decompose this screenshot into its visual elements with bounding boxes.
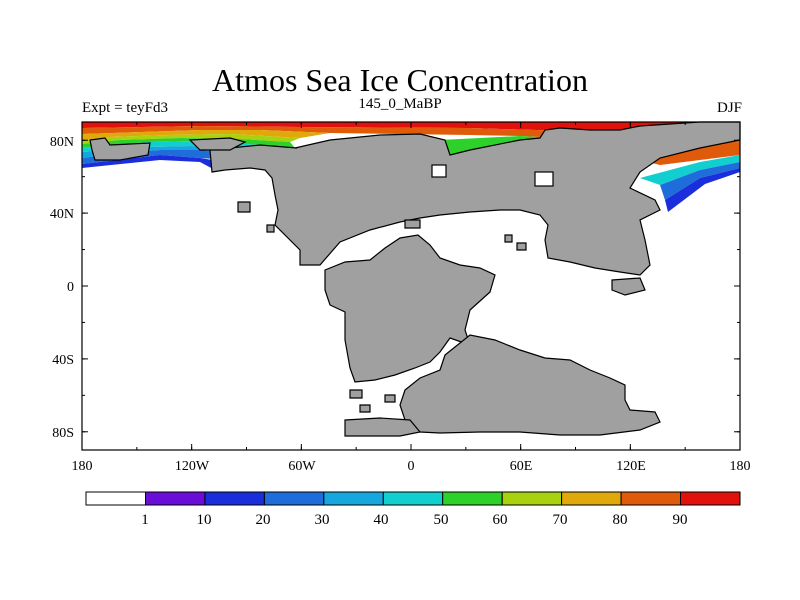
x-tick-label: 120W <box>175 459 210 474</box>
colorbar-boxes <box>85 491 741 506</box>
colorbar-box <box>382 491 444 506</box>
sea-ice-map: 180 120W 60W 0 60E 120E 180 80N 40N 0 40… <box>50 121 751 474</box>
ice-band-green <box>82 138 295 148</box>
land-west-arctic <box>89 137 151 161</box>
y-axis-labels: 80N 40N 0 40S 80S <box>50 135 74 441</box>
land-small-island-9 <box>359 404 371 413</box>
colorbar-label: 30 <box>315 512 330 528</box>
y-tick-label: 80S <box>52 426 74 441</box>
x-tick-label: 180 <box>72 459 93 474</box>
inland-lake-2 <box>431 164 447 178</box>
colorbar-labels: 1 10 20 30 40 50 60 70 80 90 <box>141 512 687 528</box>
ice-pacific-cyan <box>640 155 740 185</box>
x-axis-labels: 180 120W 60W 0 60E 120E 180 <box>72 459 751 474</box>
colorbar: 1 10 20 30 40 50 60 70 80 90 <box>85 491 741 528</box>
colorbar-label: 1 <box>141 512 149 528</box>
colorbar-box <box>323 491 384 506</box>
inland-lake-1 <box>534 171 554 187</box>
land-greenland-island <box>188 137 247 151</box>
colorbar-label: 90 <box>673 512 688 528</box>
y-tick-label: 0 <box>67 280 74 295</box>
colorbar-box <box>442 491 503 506</box>
land-small-island-6 <box>611 277 646 296</box>
colorbar-box <box>561 491 622 506</box>
ice-band-yellowgreen <box>82 134 300 144</box>
colorbar-box <box>85 491 146 506</box>
colorbar-label: 70 <box>553 512 568 528</box>
land-laurasia <box>209 121 741 276</box>
land-small-island-3 <box>404 219 421 229</box>
x-tick-label: 180 <box>730 459 751 474</box>
colorbar-box <box>680 491 741 506</box>
land-small-island-4 <box>504 234 513 243</box>
y-tick-label: 40N <box>50 207 74 222</box>
y-tick-label: 40S <box>52 353 74 368</box>
tick-marks <box>81 122 741 450</box>
colorbar-label: 60 <box>493 512 508 528</box>
land-small-island-7 <box>349 389 363 399</box>
map-title: Atmos Sea Ice Concentration <box>212 62 588 98</box>
ice-band-darkblue <box>82 155 225 170</box>
land-masses <box>89 121 741 437</box>
x-tick-label: 0 <box>408 459 415 474</box>
ice-pacific-darkblue <box>665 168 740 212</box>
y-tick-label: 80N <box>50 135 74 150</box>
colorbar-box <box>620 491 682 506</box>
ice-band-red <box>82 122 740 135</box>
colorbar-label: 80 <box>613 512 628 528</box>
colorbar-box <box>263 491 325 506</box>
colorbar-box <box>145 491 206 506</box>
x-tick-label: 60W <box>288 459 316 474</box>
colorbar-box <box>501 491 563 506</box>
x-tick-label: 60E <box>510 459 533 474</box>
land-small-island-5 <box>516 242 527 251</box>
season-label: DJF <box>716 100 742 116</box>
ice-band-amber <box>82 130 330 140</box>
colorbar-label: 10 <box>197 512 212 528</box>
land-small-island-2 <box>266 224 275 233</box>
age-label: 145_0_MaBP <box>358 96 442 112</box>
colorbar-box <box>204 491 265 506</box>
ice-pacific-blue <box>660 162 740 200</box>
land-gondwana-antarctica-india <box>399 334 661 436</box>
colorbar-label: 20 <box>256 512 271 528</box>
land-small-island-8 <box>384 394 396 403</box>
experiment-label: Expt = teyFd3 <box>82 100 168 116</box>
colorbar-label: 50 <box>434 512 449 528</box>
land-antarctica-west <box>344 417 422 437</box>
x-tick-label: 120E <box>616 459 646 474</box>
land-small-island-1 <box>237 201 251 213</box>
colorbar-label: 40 <box>374 512 389 528</box>
